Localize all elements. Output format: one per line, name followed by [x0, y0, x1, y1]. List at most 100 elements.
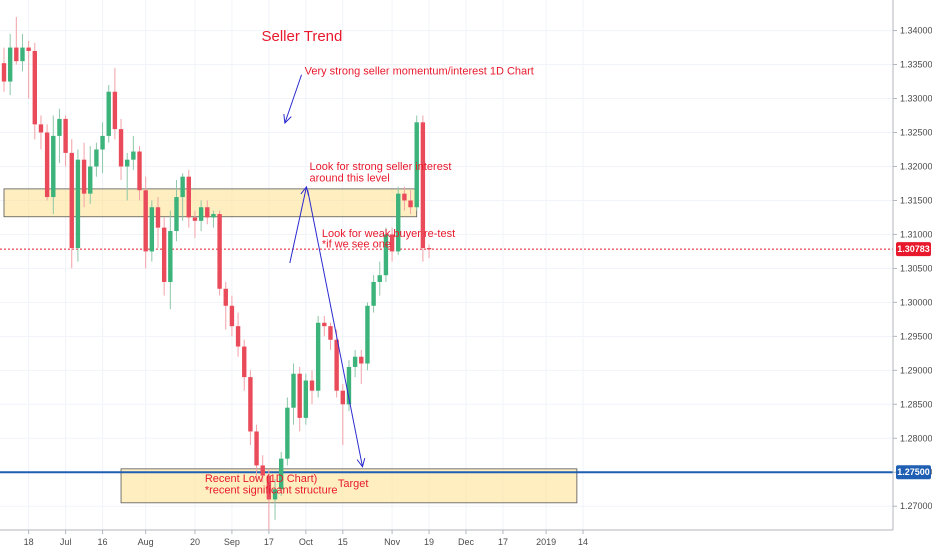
price-tick-label: 1.33500 — [900, 60, 932, 70]
time-tick-label: Sep — [224, 537, 240, 547]
price-tags-layer: 1.30783 1.27500 — [896, 242, 931, 480]
chart-annotation: *recent significant structure — [205, 484, 338, 496]
momentum-arrow-head — [283, 113, 292, 125]
candle-body-down — [81, 159, 87, 194]
price-tick-label: 1.29500 — [900, 331, 932, 341]
candle-body-down — [420, 122, 426, 249]
candle-body-up — [346, 366, 352, 405]
chart-annotation: Very strong seller momentum/interest 1D … — [305, 66, 534, 78]
candle-body-down — [328, 326, 333, 340]
price-axis[interactable]: 1.34000 1.33500 1.33000 1.32500 1.32000 1.315… — [892, 0, 932, 550]
time-tick-label: 17 — [498, 537, 508, 547]
candle-body-up — [303, 380, 309, 418]
price-tick-label: 1.34000 — [900, 26, 932, 36]
candle-body-up — [272, 489, 278, 500]
candle-body-up — [352, 356, 358, 367]
candle-body-down — [118, 129, 124, 167]
time-tick-label: 20 — [190, 537, 200, 547]
candle-body-up — [149, 207, 155, 252]
candle-body-down — [32, 50, 37, 125]
time-tick-label: 19 — [424, 537, 434, 547]
time-tick-label: Nov — [384, 537, 401, 547]
chart-annotation: Recent Low (1D Chart) — [205, 473, 317, 485]
candle-body-down — [137, 151, 142, 191]
candle-body-up — [371, 281, 376, 306]
candle-body-down — [254, 431, 259, 466]
candle-body-up — [20, 47, 25, 62]
candle-body-down — [242, 346, 247, 378]
chart-annotation: Look for strong seller interest — [310, 161, 452, 173]
candle-body-down — [260, 465, 265, 476]
candle-body-down — [297, 373, 302, 418]
candle-body-up — [75, 159, 81, 249]
candle-body-down — [322, 322, 327, 327]
candle-body-up — [383, 234, 389, 276]
candle-body-up — [365, 305, 370, 364]
candle-body-down — [235, 326, 241, 347]
candle-body-down — [14, 47, 19, 62]
time-tick-label: Dec — [458, 537, 475, 547]
candle-body-down — [217, 214, 222, 289]
price-tick-label: 1.31500 — [900, 195, 932, 205]
time-tick-label: 14 — [578, 537, 588, 547]
price-tick-label: 1.28500 — [900, 399, 932, 409]
time-tick-label: 2019 — [536, 537, 556, 547]
current-price-tag — [896, 242, 931, 257]
candle-body-up — [198, 207, 204, 221]
price-tick-label: 1.32000 — [900, 161, 932, 171]
price-tick-label: 1.30500 — [900, 263, 932, 273]
candle-body-down — [229, 305, 235, 327]
candle-body-up — [88, 166, 93, 194]
resistance-zone — [3, 188, 418, 218]
level-price-tag-label: 1.27500 — [897, 467, 930, 477]
candle-body-up — [125, 159, 130, 167]
chart-annotation: *if we see one — [322, 238, 391, 250]
candle-body-down — [340, 390, 345, 405]
candle-body-up — [131, 151, 136, 160]
candle-body-down — [334, 339, 339, 391]
current-price-tag-label: 1.30783 — [897, 244, 930, 254]
price-lines-layer — [0, 248, 893, 474]
candle-body-up — [51, 135, 56, 198]
time-tick-label: Oct — [299, 537, 314, 547]
candle-body-up — [94, 149, 99, 167]
candle-body-down — [426, 248, 432, 250]
candle-body-up — [377, 275, 382, 282]
level-price-tag — [896, 465, 931, 480]
target-zone — [120, 468, 578, 504]
candle-body-down — [69, 152, 74, 249]
price-tick-label: 1.33000 — [900, 94, 932, 104]
candle-body-down — [38, 124, 44, 133]
candle-body-down — [266, 475, 272, 500]
candle-body-up — [279, 458, 284, 490]
arrows-layer — [283, 74, 366, 468]
candle-body-down — [161, 227, 167, 282]
candle-body-down — [155, 207, 161, 228]
candle-body-down — [143, 190, 148, 252]
chart-annotation: around this level — [310, 172, 390, 184]
time-tick-label: 17 — [264, 537, 274, 547]
chart-annotation: Target — [338, 478, 369, 490]
candle-body-up — [291, 373, 296, 408]
candle-body-up — [57, 118, 62, 136]
annotations-layer: Seller Trend Very strong seller momentum/… — [205, 28, 534, 497]
candle-body-up — [100, 135, 105, 150]
candle-body-down — [63, 118, 68, 153]
candle-body-up — [174, 197, 179, 232]
upward-arrow-shaft — [289, 186, 307, 264]
time-axis[interactable]: 18 Jul 16 Aug 20 Sep 17 Oct 15 Nov 19 Dec 17 2019 14 — [0, 529, 893, 547]
candle-body-down — [309, 380, 315, 391]
candle-body-up — [211, 214, 216, 218]
time-tick-label: 16 — [98, 537, 108, 547]
candle-body-down — [223, 288, 228, 306]
candle-body-up — [414, 122, 419, 208]
candle-body-down — [26, 47, 31, 51]
candle-body-up — [180, 176, 185, 198]
candle-body-down — [44, 132, 50, 198]
candle-body-up — [315, 322, 321, 391]
time-tick-label: Aug — [138, 537, 154, 547]
candle-body-down — [359, 356, 364, 364]
time-tick-label: 15 — [338, 537, 348, 547]
candle-body-down — [112, 91, 118, 130]
candle-body-up — [396, 193, 401, 252]
